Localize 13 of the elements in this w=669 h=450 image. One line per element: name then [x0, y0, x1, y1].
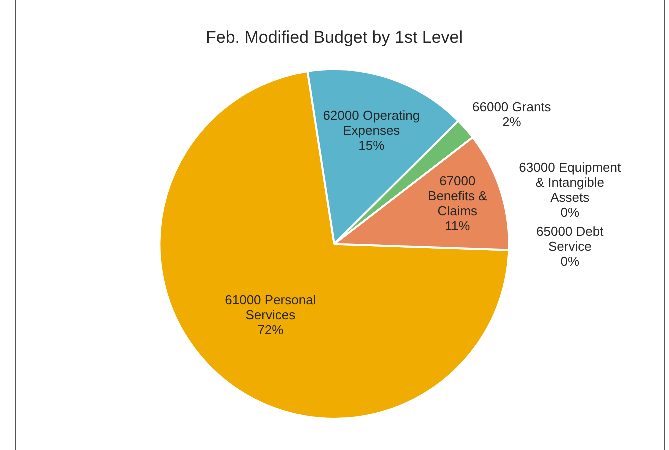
slice-label: 66000 Grants — [472, 99, 552, 114]
category-label: 63000 Equipment & Intangible Assets — [519, 160, 622, 206]
slice-label: 67000 Benefits & Claims — [428, 174, 488, 219]
data-label: 15% — [358, 138, 386, 153]
data-label: 72% — [258, 322, 284, 338]
category-label: 65000 Debt Service — [536, 224, 604, 254]
data-label: 11% — [445, 218, 471, 234]
data-label: 2% — [502, 114, 522, 130]
slice-label: 61000 Personal Services — [225, 292, 316, 323]
chart-title: Feb. Modified Budget by 1st Level — [206, 28, 464, 47]
text: 0% — [560, 254, 580, 270]
text: 0% — [560, 205, 580, 220]
slice-label: 62000 Operating Expenses — [323, 108, 420, 138]
